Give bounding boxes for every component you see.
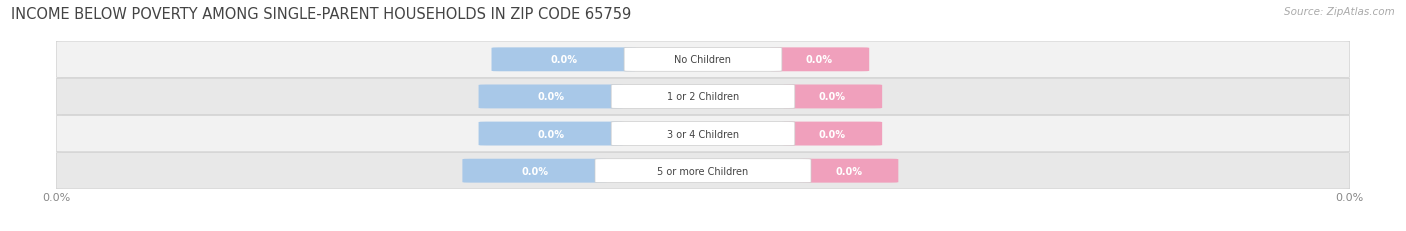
Text: 0.0%: 0.0% bbox=[550, 55, 578, 65]
FancyBboxPatch shape bbox=[595, 159, 811, 183]
Text: 3 or 4 Children: 3 or 4 Children bbox=[666, 129, 740, 139]
Text: 0.0%: 0.0% bbox=[806, 55, 832, 65]
Text: 0.0%: 0.0% bbox=[522, 166, 548, 176]
FancyBboxPatch shape bbox=[478, 85, 623, 109]
FancyBboxPatch shape bbox=[492, 48, 637, 72]
FancyBboxPatch shape bbox=[799, 159, 898, 183]
FancyBboxPatch shape bbox=[56, 153, 1350, 189]
Text: 0.0%: 0.0% bbox=[835, 166, 862, 176]
FancyBboxPatch shape bbox=[463, 159, 607, 183]
FancyBboxPatch shape bbox=[478, 122, 623, 146]
FancyBboxPatch shape bbox=[624, 48, 782, 72]
Text: 5 or more Children: 5 or more Children bbox=[658, 166, 748, 176]
FancyBboxPatch shape bbox=[56, 42, 1350, 78]
Text: 0.0%: 0.0% bbox=[537, 92, 565, 102]
Text: 1 or 2 Children: 1 or 2 Children bbox=[666, 92, 740, 102]
Text: Source: ZipAtlas.com: Source: ZipAtlas.com bbox=[1284, 7, 1395, 17]
FancyBboxPatch shape bbox=[56, 79, 1350, 115]
Text: 0.0%: 0.0% bbox=[818, 92, 846, 102]
FancyBboxPatch shape bbox=[612, 122, 794, 146]
Text: INCOME BELOW POVERTY AMONG SINGLE-PARENT HOUSEHOLDS IN ZIP CODE 65759: INCOME BELOW POVERTY AMONG SINGLE-PARENT… bbox=[11, 7, 631, 22]
FancyBboxPatch shape bbox=[783, 122, 882, 146]
Text: 0.0%: 0.0% bbox=[537, 129, 565, 139]
Text: 0.0%: 0.0% bbox=[818, 129, 846, 139]
FancyBboxPatch shape bbox=[783, 85, 882, 109]
FancyBboxPatch shape bbox=[56, 116, 1350, 152]
Text: No Children: No Children bbox=[675, 55, 731, 65]
FancyBboxPatch shape bbox=[769, 48, 869, 72]
FancyBboxPatch shape bbox=[612, 85, 794, 109]
